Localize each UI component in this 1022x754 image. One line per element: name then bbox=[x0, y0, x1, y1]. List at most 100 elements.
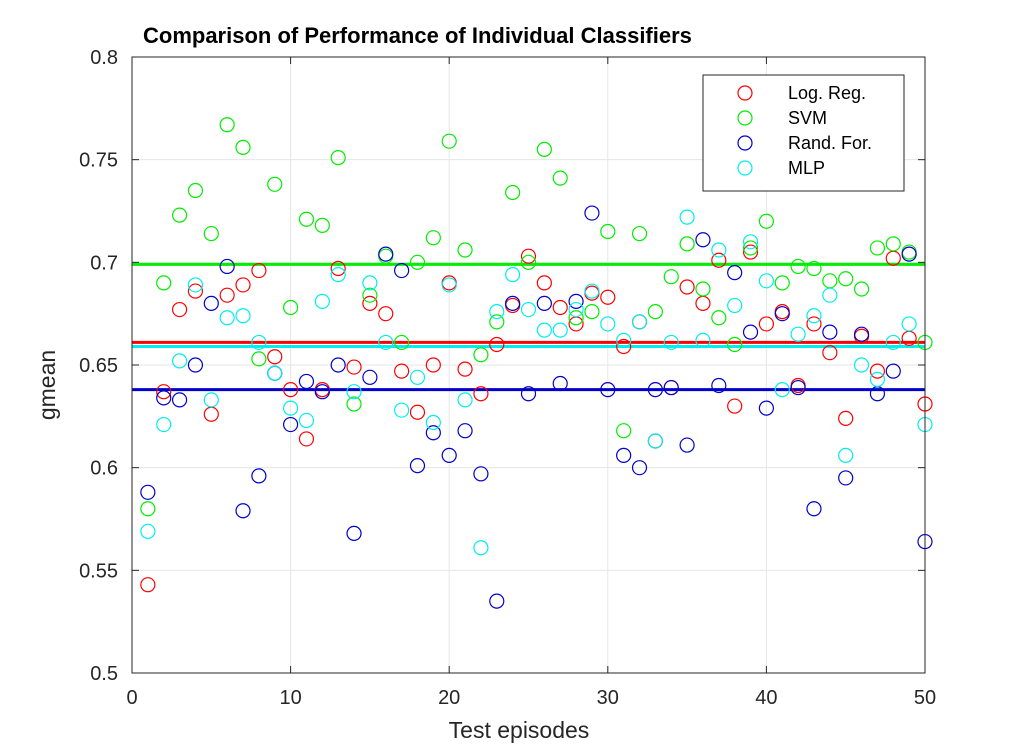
data-point bbox=[203, 392, 219, 408]
data-point bbox=[457, 361, 473, 377]
data-point bbox=[679, 437, 695, 453]
data-point bbox=[822, 324, 838, 340]
data-point bbox=[552, 170, 568, 186]
legend-marker bbox=[737, 85, 753, 101]
data-point bbox=[219, 258, 235, 275]
data-point bbox=[727, 265, 743, 281]
x-tick-label: 10 bbox=[279, 687, 301, 709]
data-point bbox=[283, 299, 299, 316]
data-point bbox=[600, 223, 616, 240]
data-point bbox=[838, 410, 854, 426]
data-point bbox=[616, 332, 632, 348]
data-point bbox=[156, 275, 172, 291]
data-point bbox=[473, 347, 489, 363]
data-point bbox=[679, 209, 695, 225]
data-point bbox=[616, 447, 632, 463]
data-point bbox=[346, 396, 362, 412]
data-point bbox=[156, 416, 172, 433]
y-tick-label: 0.8 bbox=[90, 47, 118, 69]
y-tick-label: 0.55 bbox=[79, 560, 118, 582]
data-point bbox=[457, 423, 473, 439]
data-point bbox=[647, 304, 663, 320]
data-point bbox=[631, 225, 648, 242]
data-point bbox=[156, 384, 172, 400]
x-axis-label: Test episodes bbox=[449, 717, 590, 743]
data-point bbox=[869, 371, 886, 387]
data-point bbox=[457, 392, 473, 408]
data-point bbox=[283, 382, 299, 398]
data-point bbox=[838, 470, 854, 486]
data-point bbox=[489, 336, 505, 353]
data-point bbox=[473, 540, 489, 556]
x-tick-label: 40 bbox=[755, 687, 777, 709]
data-point bbox=[298, 431, 315, 447]
data-point bbox=[140, 577, 156, 593]
data-point bbox=[409, 254, 426, 270]
data-point bbox=[489, 304, 505, 320]
data-point bbox=[806, 260, 822, 277]
data-point bbox=[457, 242, 473, 258]
data-point bbox=[314, 293, 330, 309]
data-point bbox=[838, 271, 854, 287]
data-point bbox=[473, 466, 489, 482]
data-point bbox=[425, 230, 441, 246]
data-point bbox=[330, 260, 346, 277]
data-point bbox=[552, 375, 568, 392]
data-point bbox=[853, 281, 870, 297]
data-point bbox=[362, 295, 378, 311]
data-point bbox=[489, 314, 505, 330]
data-point bbox=[774, 382, 790, 398]
data-point bbox=[790, 326, 806, 342]
series-1 bbox=[140, 117, 933, 517]
data-point bbox=[727, 297, 743, 314]
data-point bbox=[869, 363, 886, 379]
data-point bbox=[219, 117, 235, 133]
legend-marker bbox=[737, 160, 753, 176]
data-point bbox=[616, 338, 632, 355]
data-point bbox=[663, 334, 679, 351]
data-point bbox=[885, 236, 901, 252]
data-point bbox=[584, 283, 600, 299]
data-point bbox=[140, 484, 156, 500]
data-point bbox=[600, 382, 616, 398]
data-point bbox=[790, 258, 806, 275]
legend-label: Rand. For. bbox=[788, 133, 872, 153]
data-point bbox=[267, 365, 283, 381]
data-point bbox=[394, 402, 410, 418]
data-point bbox=[647, 433, 663, 449]
data-point bbox=[822, 287, 838, 303]
data-point bbox=[568, 310, 584, 326]
data-point bbox=[251, 351, 267, 367]
legend-label: Log. Reg. bbox=[788, 83, 866, 103]
data-point bbox=[520, 386, 537, 402]
data-point bbox=[346, 384, 362, 400]
data-point bbox=[822, 345, 838, 361]
x-tick-label: 0 bbox=[126, 687, 137, 709]
data-point bbox=[758, 213, 775, 229]
data-point bbox=[742, 324, 759, 340]
data-point bbox=[203, 225, 219, 242]
data-point bbox=[742, 244, 759, 260]
data-point bbox=[156, 390, 172, 406]
data-point bbox=[727, 398, 743, 414]
data-point bbox=[695, 232, 711, 248]
data-point bbox=[187, 357, 204, 373]
data-point bbox=[790, 379, 806, 396]
data-point bbox=[901, 316, 917, 332]
data-point bbox=[203, 295, 219, 311]
data-point bbox=[853, 326, 870, 342]
data-point bbox=[425, 414, 441, 431]
data-point bbox=[409, 458, 426, 474]
data-point bbox=[885, 334, 901, 351]
data-point bbox=[853, 357, 870, 373]
data-point bbox=[758, 400, 775, 416]
data-point bbox=[695, 332, 711, 348]
data-points bbox=[140, 117, 933, 609]
data-point bbox=[536, 322, 552, 338]
data-point bbox=[330, 150, 346, 166]
data-point bbox=[520, 248, 537, 264]
data-point bbox=[552, 299, 568, 316]
data-point bbox=[283, 416, 299, 433]
data-point bbox=[774, 306, 790, 322]
data-point bbox=[378, 246, 394, 262]
